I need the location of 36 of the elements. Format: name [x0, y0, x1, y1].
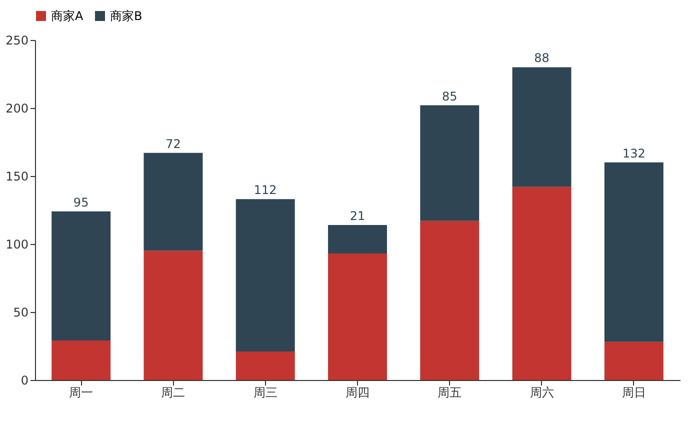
bar	[236, 351, 295, 380]
bar	[144, 250, 203, 380]
data-label: 95	[73, 195, 89, 210]
bar	[512, 186, 572, 380]
data-label: 85	[442, 89, 458, 104]
y-tick-label: 200	[6, 102, 28, 116]
y-tick-label: 250	[6, 34, 28, 48]
x-tick-label: 周日	[622, 386, 646, 400]
y-tick-label: 0	[20, 374, 28, 388]
x-tick-label: 周二	[161, 386, 186, 400]
legend-label: 商家B	[110, 9, 142, 23]
legend-label: 商家A	[51, 9, 84, 23]
x-tick-label: 周四	[346, 386, 370, 400]
data-label: 72	[166, 136, 181, 151]
x-tick-label: 周一	[69, 386, 94, 400]
y-tick-label: 150	[6, 170, 28, 184]
y-tick-label: 100	[6, 238, 28, 252]
data-label: 112	[254, 183, 277, 198]
x-tick-label: 周五	[438, 386, 462, 400]
y-tick-label: 50	[13, 306, 28, 320]
bar	[604, 342, 664, 380]
data-label: 21	[350, 208, 366, 223]
bar	[420, 105, 480, 221]
bar	[236, 199, 295, 352]
x-tick-label: 周三	[253, 386, 278, 400]
bar	[604, 162, 664, 342]
bar	[52, 340, 111, 380]
bar	[328, 224, 387, 254]
bar	[420, 220, 480, 380]
bar	[52, 211, 111, 341]
bar	[512, 67, 572, 187]
bar	[328, 254, 387, 380]
data-label: 88	[534, 51, 550, 66]
x-tick-label: 周六	[530, 386, 554, 400]
data-label: 132	[622, 146, 646, 160]
bar	[144, 152, 203, 251]
